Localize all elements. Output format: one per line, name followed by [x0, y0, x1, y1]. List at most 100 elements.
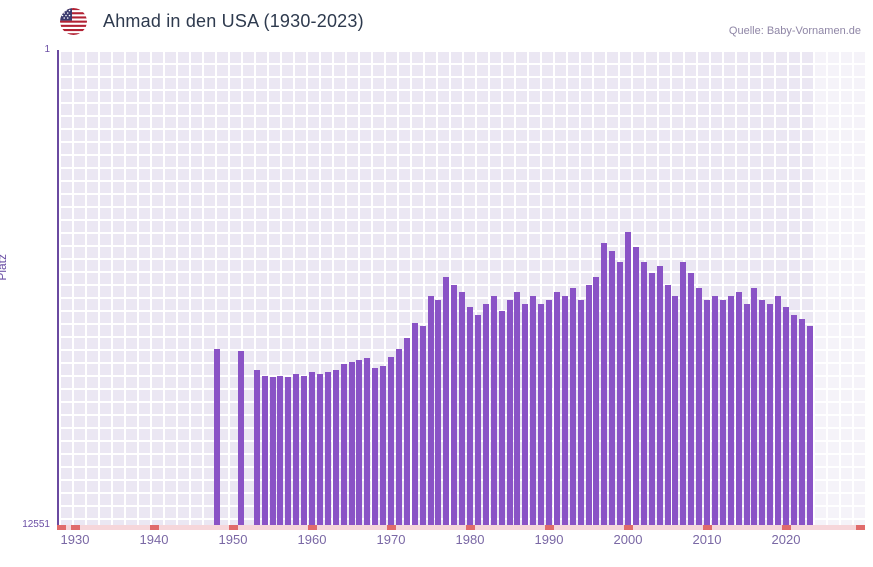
bar-1992[interactable] — [561, 296, 568, 525]
y-axis-title: Platz — [0, 253, 9, 281]
bar-1997[interactable] — [601, 243, 608, 525]
bar-2020[interactable] — [783, 307, 789, 525]
bar-2022[interactable] — [798, 318, 805, 525]
x-tick-label-2010: 2010 — [692, 532, 722, 547]
x-tick-label-1980: 1980 — [455, 532, 485, 547]
x-axis-tick-mark — [308, 525, 317, 530]
x-axis-line — [57, 525, 865, 530]
bar-1986[interactable] — [514, 292, 521, 525]
bar-1987[interactable] — [522, 303, 529, 525]
bar-1982[interactable] — [482, 303, 489, 525]
bar-2015[interactable] — [743, 303, 750, 525]
bar-1976[interactable] — [435, 299, 442, 525]
y-tick-label-bottom: 12551 — [22, 519, 50, 530]
x-axis-tick-mark — [57, 525, 66, 530]
bar-2014[interactable] — [735, 292, 742, 525]
x-tick-label-2000: 2000 — [613, 532, 643, 547]
bar-1984[interactable] — [498, 311, 505, 525]
bar-1957[interactable] — [285, 377, 292, 525]
x-axis-tick-mark — [545, 525, 554, 530]
bar-1966[interactable] — [356, 360, 363, 525]
bar-2021[interactable] — [790, 314, 797, 525]
bar-1967[interactable] — [364, 358, 371, 525]
bar-1975[interactable] — [427, 296, 434, 525]
bar-1956[interactable] — [277, 375, 284, 525]
x-axis-tick-mark — [856, 525, 865, 530]
bar-1948[interactable] — [214, 349, 221, 525]
bar-1968[interactable] — [372, 367, 379, 525]
bar-1993[interactable] — [569, 288, 576, 525]
bar-1962[interactable] — [324, 371, 331, 525]
bar-2019[interactable] — [775, 296, 782, 525]
bar-1991[interactable] — [553, 292, 560, 525]
bar-1951[interactable] — [237, 350, 244, 525]
bar-1954[interactable] — [261, 375, 268, 525]
bar-2012[interactable] — [719, 299, 726, 525]
bar-2003[interactable] — [648, 273, 655, 525]
bar-2005[interactable] — [664, 284, 671, 525]
bar-2023[interactable] — [806, 326, 813, 525]
bar-1996[interactable] — [593, 277, 600, 525]
x-axis-tick-mark — [466, 525, 475, 530]
bar-1969[interactable] — [380, 366, 387, 525]
bar-2016[interactable] — [751, 288, 758, 525]
x-axis-labels: 1930 1940 1950 1960 1970 1980 1990 2000 2010 2020 — [0, 532, 873, 552]
bar-2013[interactable] — [727, 296, 734, 525]
x-axis-tick-mark — [624, 525, 633, 530]
x-tick-label-1990: 1990 — [534, 532, 564, 547]
bar-1983[interactable] — [490, 296, 497, 525]
bar-1953[interactable] — [253, 369, 260, 525]
bar-1999[interactable] — [617, 261, 624, 525]
bar-1988[interactable] — [530, 296, 537, 525]
source-link[interactable]: Quelle: Baby-Vornamen.de — [728, 25, 861, 37]
x-tick-label-1960: 1960 — [297, 532, 327, 547]
bar-1955[interactable] — [269, 377, 276, 525]
bar-1990[interactable] — [546, 299, 552, 525]
bar-2006[interactable] — [672, 296, 679, 525]
bar-1974[interactable] — [419, 326, 426, 525]
x-axis-tick-mark — [703, 525, 712, 530]
x-axis-tick-mark — [229, 525, 238, 530]
x-tick-label-1970: 1970 — [376, 532, 406, 547]
bar-1972[interactable] — [403, 337, 410, 525]
bar-2000[interactable] — [625, 231, 631, 525]
bar-1985[interactable] — [506, 299, 513, 525]
bar-2008[interactable] — [688, 273, 695, 525]
bar-1981[interactable] — [474, 314, 481, 525]
bar-1973[interactable] — [411, 322, 418, 525]
bar-2017[interactable] — [759, 299, 766, 525]
bar-1980[interactable] — [467, 307, 473, 525]
x-axis-tick-mark — [71, 525, 80, 530]
x-axis-tick-mark — [782, 525, 791, 530]
bar-1970[interactable] — [388, 356, 394, 525]
bar-2011[interactable] — [711, 296, 718, 525]
x-axis-tick-mark — [387, 525, 396, 530]
bar-2010[interactable] — [704, 299, 710, 525]
bar-1977[interactable] — [443, 277, 450, 525]
bar-1995[interactable] — [585, 284, 592, 525]
bar-1989[interactable] — [538, 303, 545, 525]
bar-1958[interactable] — [293, 373, 300, 525]
bar-1959[interactable] — [301, 375, 308, 525]
bar-1978[interactable] — [451, 284, 458, 525]
bar-1963[interactable] — [332, 369, 339, 525]
bar-2007[interactable] — [680, 261, 687, 525]
bar-1971[interactable] — [395, 349, 402, 525]
bar-2018[interactable] — [767, 303, 774, 525]
y-tick-label-top: 1 — [44, 44, 50, 55]
bar-1964[interactable] — [340, 364, 347, 525]
x-axis-tick-mark — [150, 525, 159, 530]
us-flag-icon — [60, 8, 87, 35]
bar-1960[interactable] — [309, 371, 315, 525]
bar-2004[interactable] — [656, 265, 663, 525]
bar-1994[interactable] — [577, 299, 584, 525]
bar-2001[interactable] — [632, 246, 639, 525]
bar-2002[interactable] — [640, 261, 647, 525]
chart-header: Ahmad in den USA (1930-2023) — [60, 8, 364, 35]
bar-1998[interactable] — [609, 250, 616, 525]
bar-2009[interactable] — [696, 288, 703, 525]
bar-1979[interactable] — [459, 292, 466, 525]
bar-1961[interactable] — [316, 373, 323, 525]
bar-1965[interactable] — [348, 362, 355, 525]
